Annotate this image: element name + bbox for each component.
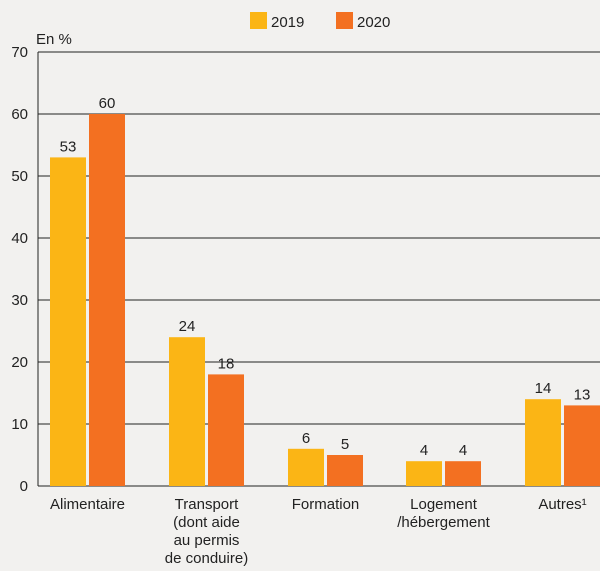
legend-label-2019: 2019 (271, 14, 304, 31)
legend-swatch-2019 (250, 12, 267, 29)
legend-swatch-2020 (336, 12, 353, 29)
value-label-2019-1: 24 (179, 318, 196, 335)
bar-2019-0 (50, 157, 86, 486)
x-category-label-3: Logement/hébergement (397, 496, 490, 531)
y-tick-label-40: 40 (11, 230, 28, 247)
value-label-2020-1: 18 (218, 355, 235, 372)
bar-2019-1 (169, 337, 205, 486)
y-tick-label-30: 30 (11, 292, 28, 309)
value-label-2020-3: 4 (459, 442, 467, 459)
value-label-2020-4: 13 (574, 386, 591, 403)
legend-label-2020: 2020 (357, 14, 390, 31)
value-label-2019-4: 14 (535, 380, 552, 397)
bar-2020-2 (327, 455, 363, 486)
y-tick-label-60: 60 (11, 106, 28, 123)
value-label-2019-2: 6 (302, 430, 310, 447)
x-category-label-1: Transport (dont aide au permis de conduire) (165, 496, 248, 567)
y-axis-unit-label: En % (36, 31, 72, 48)
bar-2019-2 (288, 448, 324, 486)
bar-2020-4 (564, 405, 600, 486)
value-label-2019-0: 53 (60, 138, 77, 155)
legend: 2019 2020 (250, 12, 390, 31)
y-tick-label-70: 70 (11, 44, 28, 61)
bar-2019-4 (525, 399, 561, 486)
y-tick-label-20: 20 (11, 354, 28, 371)
bar-2019-3 (406, 461, 442, 486)
x-axis-labels: Alimentaire Transport (dont aide au permis d… (50, 496, 587, 567)
bar-2020-3 (445, 461, 481, 486)
value-label-2019-3: 4 (420, 442, 428, 459)
bars (50, 114, 600, 486)
bar-2020-0 (89, 114, 125, 486)
value-label-2020-2: 5 (341, 436, 349, 453)
bar-2020-1 (208, 374, 244, 486)
y-tick-label-10: 10 (11, 416, 28, 433)
value-labels: 53 60 24 18 6 5 4 4 14 13 (60, 95, 591, 459)
gridlines (38, 51, 600, 487)
value-label-2020-0: 60 (99, 95, 116, 112)
y-tick-label-0: 0 (20, 478, 28, 495)
x-category-label-0: Alimentaire (50, 496, 125, 513)
x-category-label-2: Formation (292, 496, 360, 513)
x-category-label-4: Autres¹ (538, 496, 586, 513)
y-axis-ticks: 0 10 20 30 40 50 60 70 (11, 44, 28, 495)
y-tick-label-50: 50 (11, 168, 28, 185)
